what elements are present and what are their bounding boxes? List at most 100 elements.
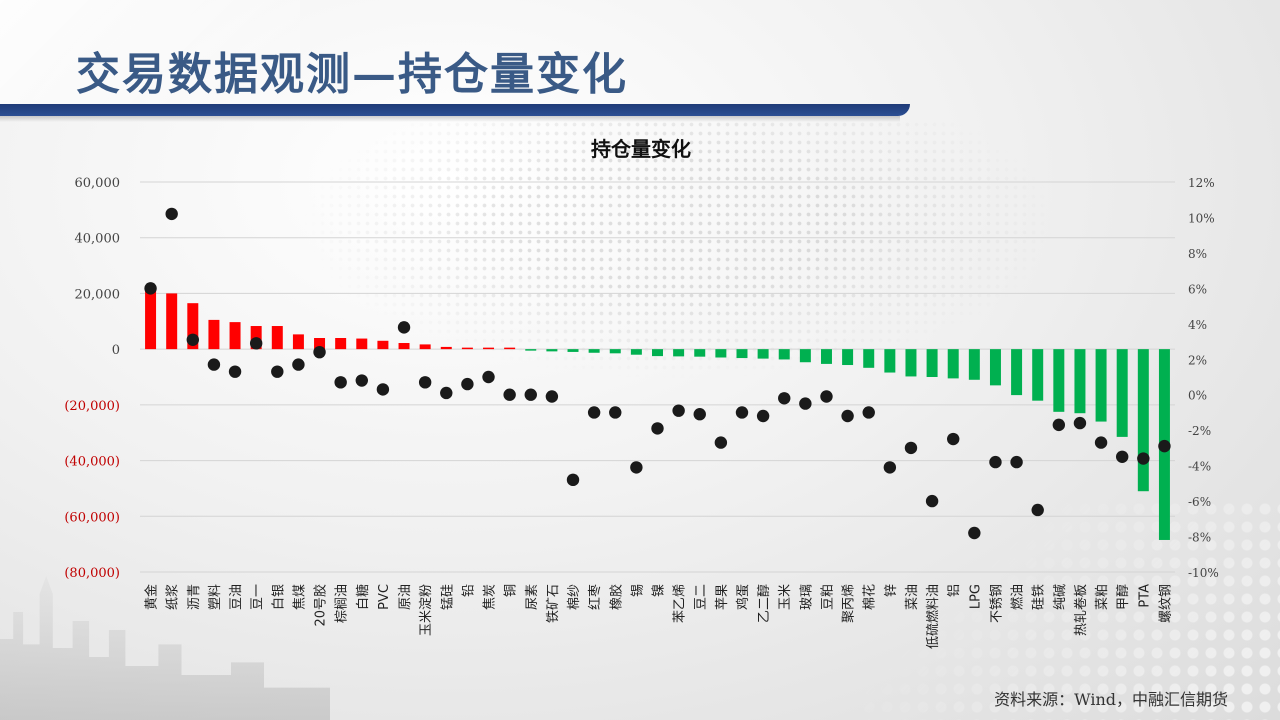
scatter-point [841, 409, 854, 423]
left-tick-label: 0 [112, 343, 120, 358]
svg-text:焦炭: 焦炭 [483, 584, 498, 610]
svg-text:铁矿石: 铁矿石 [546, 584, 561, 623]
bar [736, 349, 748, 359]
category-label: 燃油 [1010, 584, 1026, 610]
svg-text:棕榈油: 棕榈油 [335, 584, 350, 623]
category-label: 螺纹钢 [1158, 584, 1173, 623]
category-axis: 黄金 纸浆 沥青 塑料 豆油 豆一 白银 焦煤 20号胶 棕榈油 白糖 PVC 原油 玉米淀粉 锰硅铅焦炭铜… [144, 584, 1174, 649]
bar [863, 349, 875, 368]
bar [335, 338, 347, 350]
bar [525, 349, 537, 351]
dot-pattern-background [860, 500, 1280, 720]
scatter-point [1031, 503, 1044, 517]
svg-text:焦煤: 焦煤 [292, 584, 307, 610]
scatter-point [186, 333, 200, 346]
scatter-point [1052, 418, 1066, 432]
category-label: 焦炭 [483, 584, 498, 610]
bar [504, 347, 516, 350]
bar-series [145, 290, 1170, 540]
title-underline-bar [0, 104, 910, 116]
title-bar-shadow [0, 116, 900, 122]
scatter-point [418, 376, 432, 389]
scatter-point [672, 404, 685, 417]
gridlines [140, 181, 1175, 573]
left-axis: 60,000 40,000 20,000 0 (20,000) (40,000) (60,0… [64, 176, 120, 581]
chart-title: 持仓量变化 [591, 137, 691, 161]
category-label: 豆一 [250, 584, 265, 610]
bar [757, 349, 769, 359]
svg-text:锰硅: 锰硅 [440, 584, 455, 610]
category-label: 硅铁 [1032, 584, 1047, 610]
bar [419, 344, 431, 350]
bar [652, 349, 663, 357]
scatter-point [799, 397, 812, 410]
category-label: 豆油 [229, 584, 244, 610]
svg-text:橡胶: 橡胶 [608, 584, 624, 610]
bar [166, 293, 178, 350]
background-highlight [0, 0, 300, 110]
scatter-point [714, 436, 728, 449]
scatter-point [440, 386, 453, 400]
scatter-point [566, 473, 580, 487]
bar [1137, 349, 1149, 492]
right-tick-label: 10% [1188, 211, 1215, 225]
slide-title: 交易数据观测—持仓量变化 [76, 49, 628, 100]
category-label: 焦煤 [292, 584, 307, 610]
bar [1053, 349, 1065, 412]
svg-text:甲醇: 甲醇 [1115, 584, 1131, 610]
bar [398, 343, 410, 350]
scatter-point [355, 374, 368, 387]
svg-text:白糖: 白糖 [355, 584, 371, 610]
scatter-point [461, 377, 474, 391]
scatter-point [587, 406, 601, 419]
svg-text:锡: 锡 [630, 584, 645, 597]
svg-text:铝: 铝 [947, 584, 962, 597]
right-tick-label: -10% [1188, 566, 1219, 580]
scatter-point [651, 422, 664, 435]
scatter-point [228, 365, 242, 378]
svg-text:原油: 原油 [398, 584, 413, 610]
bar [715, 349, 727, 358]
bar [546, 349, 558, 352]
category-label: 棕榈油 [335, 584, 350, 623]
svg-text:锌: 锌 [884, 584, 899, 597]
dot-series [144, 207, 1171, 540]
right-tick-label: 6% [1188, 282, 1207, 296]
bar [314, 338, 326, 350]
svg-text:红枣: 红枣 [587, 584, 603, 610]
scatter-point [1158, 439, 1171, 453]
bar [609, 349, 621, 354]
scatter-point [693, 408, 706, 421]
left-tick-label: (20,000) [64, 399, 120, 414]
scatter-point [144, 282, 157, 295]
bar [947, 349, 959, 379]
category-label: 锌 [884, 584, 899, 597]
bar [820, 349, 832, 364]
scatter-point [630, 461, 643, 474]
bar [884, 349, 896, 373]
category-label: 苹果 [715, 584, 730, 610]
category-label: 鸡蛋 [735, 584, 751, 610]
scatter-point [1115, 450, 1129, 463]
category-label: 棉纱 [567, 584, 582, 610]
scatter-point [820, 390, 833, 403]
right-tick-label: 12% [1188, 176, 1215, 190]
category-label: 白银 [270, 584, 286, 610]
scatter-point [862, 406, 875, 419]
scatter-point [989, 455, 1002, 469]
bar [799, 349, 811, 363]
category-label: 玉米 [778, 584, 793, 610]
right-tick-label: 8% [1188, 247, 1207, 261]
bar [842, 349, 854, 366]
scatter-point [292, 358, 305, 371]
svg-text:不锈钢: 不锈钢 [989, 584, 1004, 623]
bar [292, 334, 304, 350]
category-label: 塑料 [208, 584, 223, 610]
svg-text:燃油: 燃油 [1010, 584, 1026, 610]
bar [588, 349, 600, 353]
category-label: 乙二醇 [756, 584, 772, 623]
svg-text:镍: 镍 [652, 584, 667, 597]
svg-text:黄金: 黄金 [144, 584, 160, 610]
svg-text:乙二醇: 乙二醇 [756, 584, 772, 623]
right-tick-label: 2% [1188, 353, 1207, 367]
